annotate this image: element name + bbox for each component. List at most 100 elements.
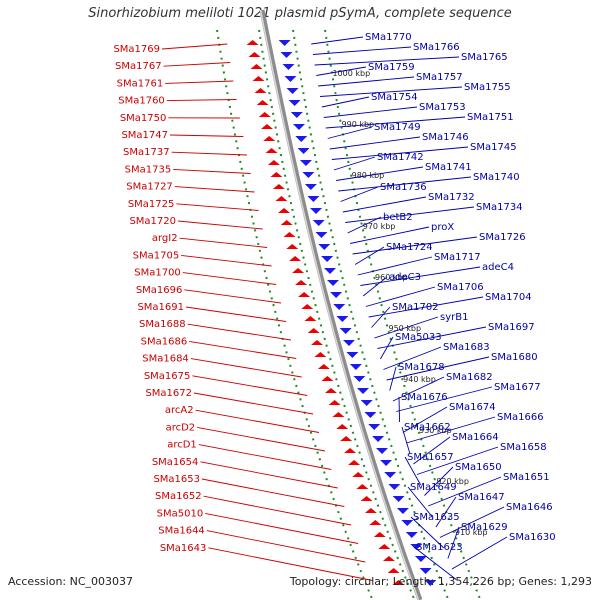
- track-line: [292, 29, 450, 600]
- reverse-gene: [324, 268, 337, 274]
- right-gene-label: SMa1726: [479, 232, 526, 243]
- label-leader: [389, 366, 397, 391]
- label-leader: [325, 116, 466, 129]
- right-gene-label: SMa1749: [374, 122, 421, 133]
- label-leader: [340, 186, 379, 202]
- label-leader: [371, 306, 391, 328]
- reverse-gene: [278, 40, 291, 46]
- accession-text: Accession: NC_003037: [8, 575, 134, 588]
- label-leader: [447, 526, 460, 559]
- right-gene-label: SMa1754: [371, 92, 418, 103]
- forward-gene: [252, 76, 265, 81]
- reverse-gene: [414, 556, 427, 562]
- label-leader: [189, 340, 297, 359]
- left-gene-label: SMa1652: [155, 491, 202, 502]
- reverse-gene: [299, 160, 312, 166]
- label-leader: [368, 296, 484, 318]
- reverse-gene: [304, 184, 317, 190]
- forward-gene: [340, 436, 353, 441]
- forward-gene: [250, 64, 263, 69]
- label-leader: [329, 136, 421, 150]
- reverse-gene: [302, 172, 315, 178]
- reverse-gene: [392, 496, 405, 502]
- right-gene-label: SMa1751: [467, 112, 514, 123]
- label-leader: [428, 476, 502, 507]
- left-gene-label: SMa1688: [139, 319, 186, 330]
- left-gene-label: SMa1769: [113, 44, 160, 55]
- label-leader: [312, 46, 412, 55]
- label-leader: [174, 186, 255, 193]
- forward-gene: [328, 400, 341, 405]
- right-gene-label: SMa1649: [410, 482, 457, 493]
- label-leader: [173, 168, 251, 174]
- label-leader: [404, 456, 422, 486]
- forward-gene: [387, 568, 400, 573]
- label-leader: [314, 56, 460, 66]
- left-gene-label: SMa1675: [144, 371, 191, 382]
- right-gene-label: SMa1629: [461, 522, 508, 533]
- reverse-gene: [312, 220, 325, 226]
- left-gene-label: argI2: [152, 233, 178, 244]
- label-leader: [203, 495, 352, 526]
- label-leader: [377, 326, 487, 349]
- kbp-tick-label: 960 kbp: [375, 273, 408, 282]
- label-leader: [176, 203, 259, 211]
- reverse-gene: [380, 460, 393, 466]
- label-leader: [424, 466, 454, 496]
- reverse-gene: [396, 508, 409, 514]
- reverse-gene: [307, 196, 320, 202]
- label-leader: [166, 99, 237, 102]
- label-leader: [352, 236, 478, 255]
- left-gene-label: SMa1720: [129, 216, 176, 227]
- right-gene-label: SMa1740: [473, 172, 520, 183]
- right-gene-label: SMa1650: [455, 462, 502, 473]
- forward-gene: [280, 220, 293, 225]
- right-gene-label: SMa1646: [506, 502, 553, 513]
- reverse-gene: [405, 532, 418, 538]
- forward-gene: [278, 208, 291, 213]
- left-gene-label: SMa1644: [158, 526, 205, 537]
- reverse-gene: [368, 424, 381, 430]
- label-leader: [319, 86, 463, 97]
- left-gene-label: SMa1654: [152, 457, 199, 468]
- label-leader: [323, 106, 418, 118]
- right-gene-label: SMa1759: [368, 62, 415, 73]
- forward-gene: [260, 124, 273, 129]
- label-leader: [161, 43, 228, 50]
- label-leader: [374, 316, 439, 339]
- left-gene-label: arcD2: [166, 422, 196, 433]
- label-leader: [439, 506, 505, 538]
- forward-gene: [314, 352, 327, 357]
- reverse-gene: [353, 376, 366, 382]
- label-leader: [316, 66, 367, 76]
- reverse-gene: [282, 64, 295, 70]
- label-leader: [201, 478, 345, 507]
- right-gene-label: SMa1765: [461, 52, 508, 63]
- left-gene-label: SMa1696: [136, 285, 183, 296]
- right-gene-label: SMa5033: [395, 332, 442, 343]
- kbp-tick-label: 1000 kbp: [332, 69, 370, 78]
- reverse-gene: [419, 568, 432, 574]
- label-leader: [171, 151, 247, 156]
- label-leader: [190, 358, 302, 378]
- reverse-gene: [321, 256, 334, 262]
- kbp-tick-label: 950 kbp: [388, 324, 421, 333]
- label-leader: [383, 346, 442, 370]
- reverse-gene: [336, 316, 349, 322]
- label-leader: [342, 196, 427, 213]
- label-leader: [331, 146, 469, 160]
- label-leader: [392, 376, 445, 402]
- label-leader: [321, 96, 370, 108]
- right-gene-label: SMa1724: [386, 242, 433, 253]
- right-gene-label: SMa1746: [422, 132, 469, 143]
- forward-gene: [356, 484, 369, 489]
- label-leader: [206, 530, 366, 563]
- reverse-gene: [342, 340, 355, 346]
- left-gene-label: SMa1747: [121, 130, 168, 141]
- label-leader: [345, 206, 475, 223]
- label-leader: [182, 272, 277, 285]
- left-gene-label: SMa1737: [123, 147, 170, 158]
- right-gene-label: SMa1697: [488, 322, 535, 333]
- forward-gene: [301, 304, 314, 309]
- reverse-gene: [288, 100, 301, 106]
